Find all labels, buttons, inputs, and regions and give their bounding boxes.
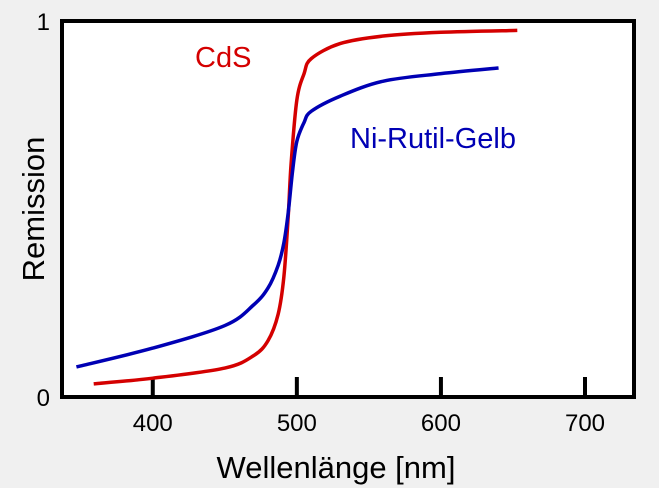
y-axis-label: Remission <box>16 137 51 282</box>
y-tick-label: 0 <box>37 385 50 412</box>
x-tick-label: 600 <box>421 410 461 437</box>
x-tick-label: 700 <box>565 410 605 437</box>
plot-area <box>62 21 634 397</box>
series-label-ni-rutil-gelb: Ni-Rutil-Gelb <box>350 123 516 155</box>
x-tick-label: 400 <box>133 410 173 437</box>
series-label-cds: CdS <box>195 42 251 74</box>
x-tick-label: 500 <box>277 410 317 437</box>
y-tick-label: 1 <box>37 9 50 36</box>
plot-frame <box>60 19 636 399</box>
series-line-ni-rutil-gelb <box>75 66 499 369</box>
x-axis-label: Wellenlänge [nm] <box>217 450 456 485</box>
